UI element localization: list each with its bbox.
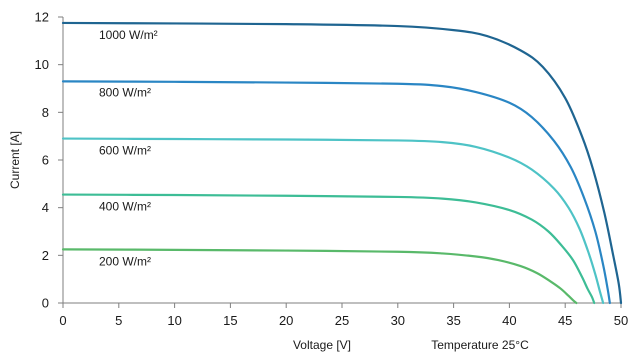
x-tick-label: 30 [391,313,405,328]
x-tick-label: 20 [279,313,293,328]
y-tick-label: 6 [42,153,49,168]
x-tick-label: 25 [335,313,349,328]
chart-axes: 0 2 4 6 8 10 12 0 5 10 15 20 25 30 35 40 45 50 [35,10,629,329]
y-axis-title: Current [A] [8,131,22,189]
x-tick-label: 0 [59,313,66,328]
series-line-1000-wm2 [61,21,623,305]
series-label-1000-wm2: 1000 W/m² [99,28,158,42]
y-tick-label: 12 [35,10,49,25]
series-line-200-wm2 [61,248,578,305]
chart-labels: Current [A] Voltage [V] Temperature 25°C 10… [8,28,529,352]
y-tick-label: 0 [42,296,49,311]
x-tick-label: 15 [223,313,237,328]
series-line-400-wm2 [61,193,596,305]
x-tick-label: 35 [446,313,460,328]
x-tick-label: 5 [115,313,122,328]
x-tick-label: 45 [558,313,572,328]
temperature-note: Temperature 25°C [431,338,529,352]
series-line-600-wm2 [61,137,605,305]
y-tick-label: 10 [35,57,49,72]
series-label-400-wm2: 400 W/m² [99,200,151,214]
series-label-800-wm2: 800 W/m² [99,85,151,99]
series-label-600-wm2: 600 W/m² [99,144,151,158]
x-axis-title: Voltage [V] [293,338,351,352]
x-tick-label: 50 [614,313,628,328]
chart-curves [61,21,623,305]
y-tick-label: 2 [42,248,49,263]
series-label-200-wm2: 200 W/m² [99,254,151,268]
x-tick-label: 40 [502,313,516,328]
y-tick-label: 4 [42,200,49,215]
x-tick-label: 10 [167,313,181,328]
series-line-800-wm2 [61,80,611,305]
y-tick-label: 8 [42,105,49,120]
